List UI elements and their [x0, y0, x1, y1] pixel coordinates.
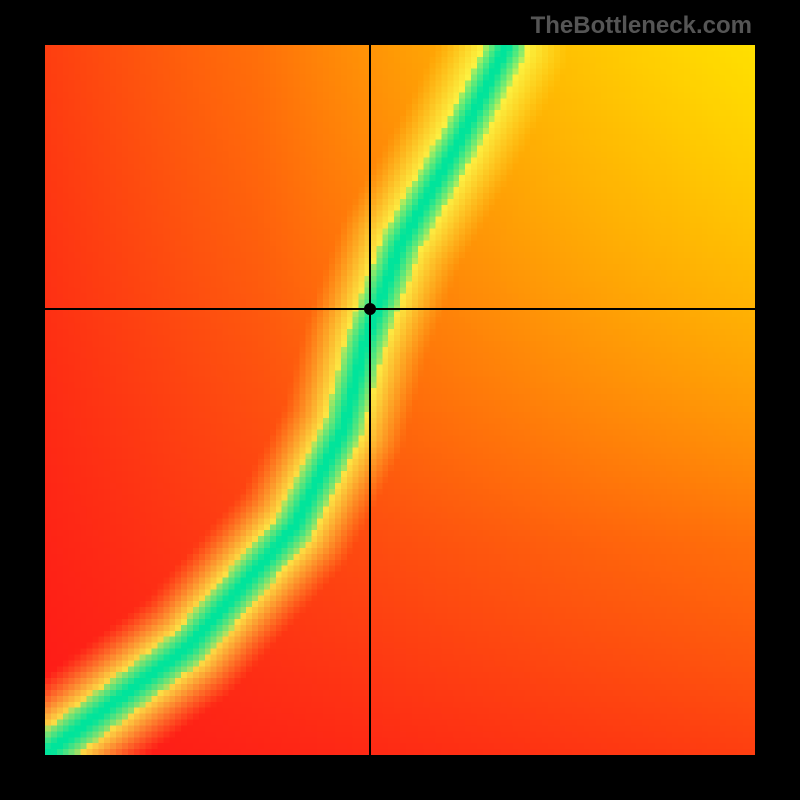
crosshair-horizontal-line	[45, 308, 755, 310]
crosshair-vertical-line	[369, 45, 371, 755]
bottleneck-heatmap	[45, 45, 755, 755]
watermark-text: TheBottleneck.com	[531, 12, 752, 40]
